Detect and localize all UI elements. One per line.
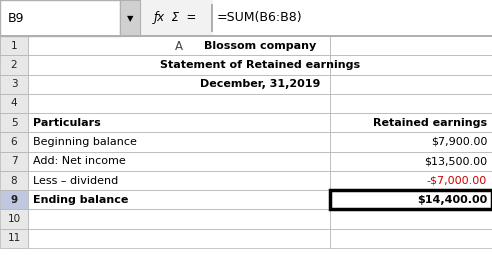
Bar	[120, 0, 140, 36]
Text: 11: 11	[7, 233, 21, 243]
Bar	[330, 229, 492, 248]
Bar	[0, 152, 28, 171]
Bar	[0, 210, 28, 229]
Bar	[28, 152, 330, 171]
Text: Beginning balance: Beginning balance	[33, 137, 137, 147]
Bar	[0, 229, 28, 248]
Bar	[28, 132, 330, 152]
Text: Particulars: Particulars	[33, 118, 101, 128]
Bar	[213, 0, 492, 36]
Text: ▼: ▼	[127, 14, 133, 24]
Bar	[330, 113, 492, 132]
Text: ƒx  Σ  =: ƒx Σ =	[154, 12, 198, 24]
Text: =SUM(B6:B8): =SUM(B6:B8)	[217, 12, 303, 24]
Text: December, 31,2019: December, 31,2019	[200, 79, 320, 89]
Text: 7: 7	[11, 156, 17, 166]
Bar	[28, 55, 330, 75]
Text: -$7,000.00: -$7,000.00	[427, 176, 487, 185]
Bar	[0, 94, 28, 113]
Bar	[330, 55, 492, 75]
Text: B9: B9	[8, 12, 25, 24]
Bar	[28, 113, 330, 132]
Bar	[28, 190, 330, 210]
Bar	[140, 0, 141, 36]
Bar	[330, 190, 492, 210]
Bar	[0, 132, 28, 152]
Text: $14,400.00: $14,400.00	[417, 195, 487, 205]
Bar	[330, 75, 492, 94]
Text: Blossom company: Blossom company	[204, 41, 316, 51]
Bar	[0, 0, 120, 36]
Text: 2: 2	[11, 60, 17, 70]
Text: B: B	[406, 39, 416, 53]
Text: A: A	[175, 39, 183, 53]
Bar	[330, 94, 492, 113]
Text: 4: 4	[11, 98, 17, 109]
Text: 9: 9	[10, 195, 18, 205]
Bar	[0, 55, 28, 75]
Bar	[330, 171, 492, 190]
Bar	[0, 36, 28, 56]
Bar	[330, 36, 492, 56]
Bar	[0, 190, 28, 210]
Text: Add: Net income: Add: Net income	[33, 156, 126, 166]
Bar	[330, 132, 492, 152]
Bar	[28, 171, 330, 190]
Text: 10: 10	[7, 214, 21, 224]
Bar	[28, 94, 330, 113]
Text: 5: 5	[11, 118, 17, 128]
Bar	[28, 210, 330, 229]
Bar	[0, 113, 28, 132]
Bar	[330, 190, 492, 210]
Text: 6: 6	[11, 137, 17, 147]
Bar	[28, 36, 330, 55]
Text: $13,500.00: $13,500.00	[424, 156, 487, 166]
Text: Ending balance: Ending balance	[33, 195, 128, 205]
Text: 3: 3	[11, 79, 17, 89]
Text: Less – dividend: Less – dividend	[33, 176, 118, 185]
Text: 8: 8	[11, 176, 17, 185]
Bar	[0, 35, 492, 36]
Bar	[28, 75, 330, 94]
Bar	[0, 171, 28, 190]
Text: Retained earnings: Retained earnings	[373, 118, 487, 128]
Text: $7,900.00: $7,900.00	[430, 137, 487, 147]
Bar	[330, 36, 492, 55]
Bar	[28, 229, 330, 248]
Bar	[28, 36, 330, 56]
Bar	[330, 152, 492, 171]
Bar	[0, 75, 28, 94]
Text: Statement of Retained earnings: Statement of Retained earnings	[160, 60, 360, 70]
Bar	[211, 4, 213, 32]
Bar	[0, 36, 28, 55]
Text: $14,400.00: $14,400.00	[417, 195, 487, 205]
Text: 1: 1	[11, 41, 17, 51]
Bar	[0, 0, 492, 36]
Bar	[330, 210, 492, 229]
